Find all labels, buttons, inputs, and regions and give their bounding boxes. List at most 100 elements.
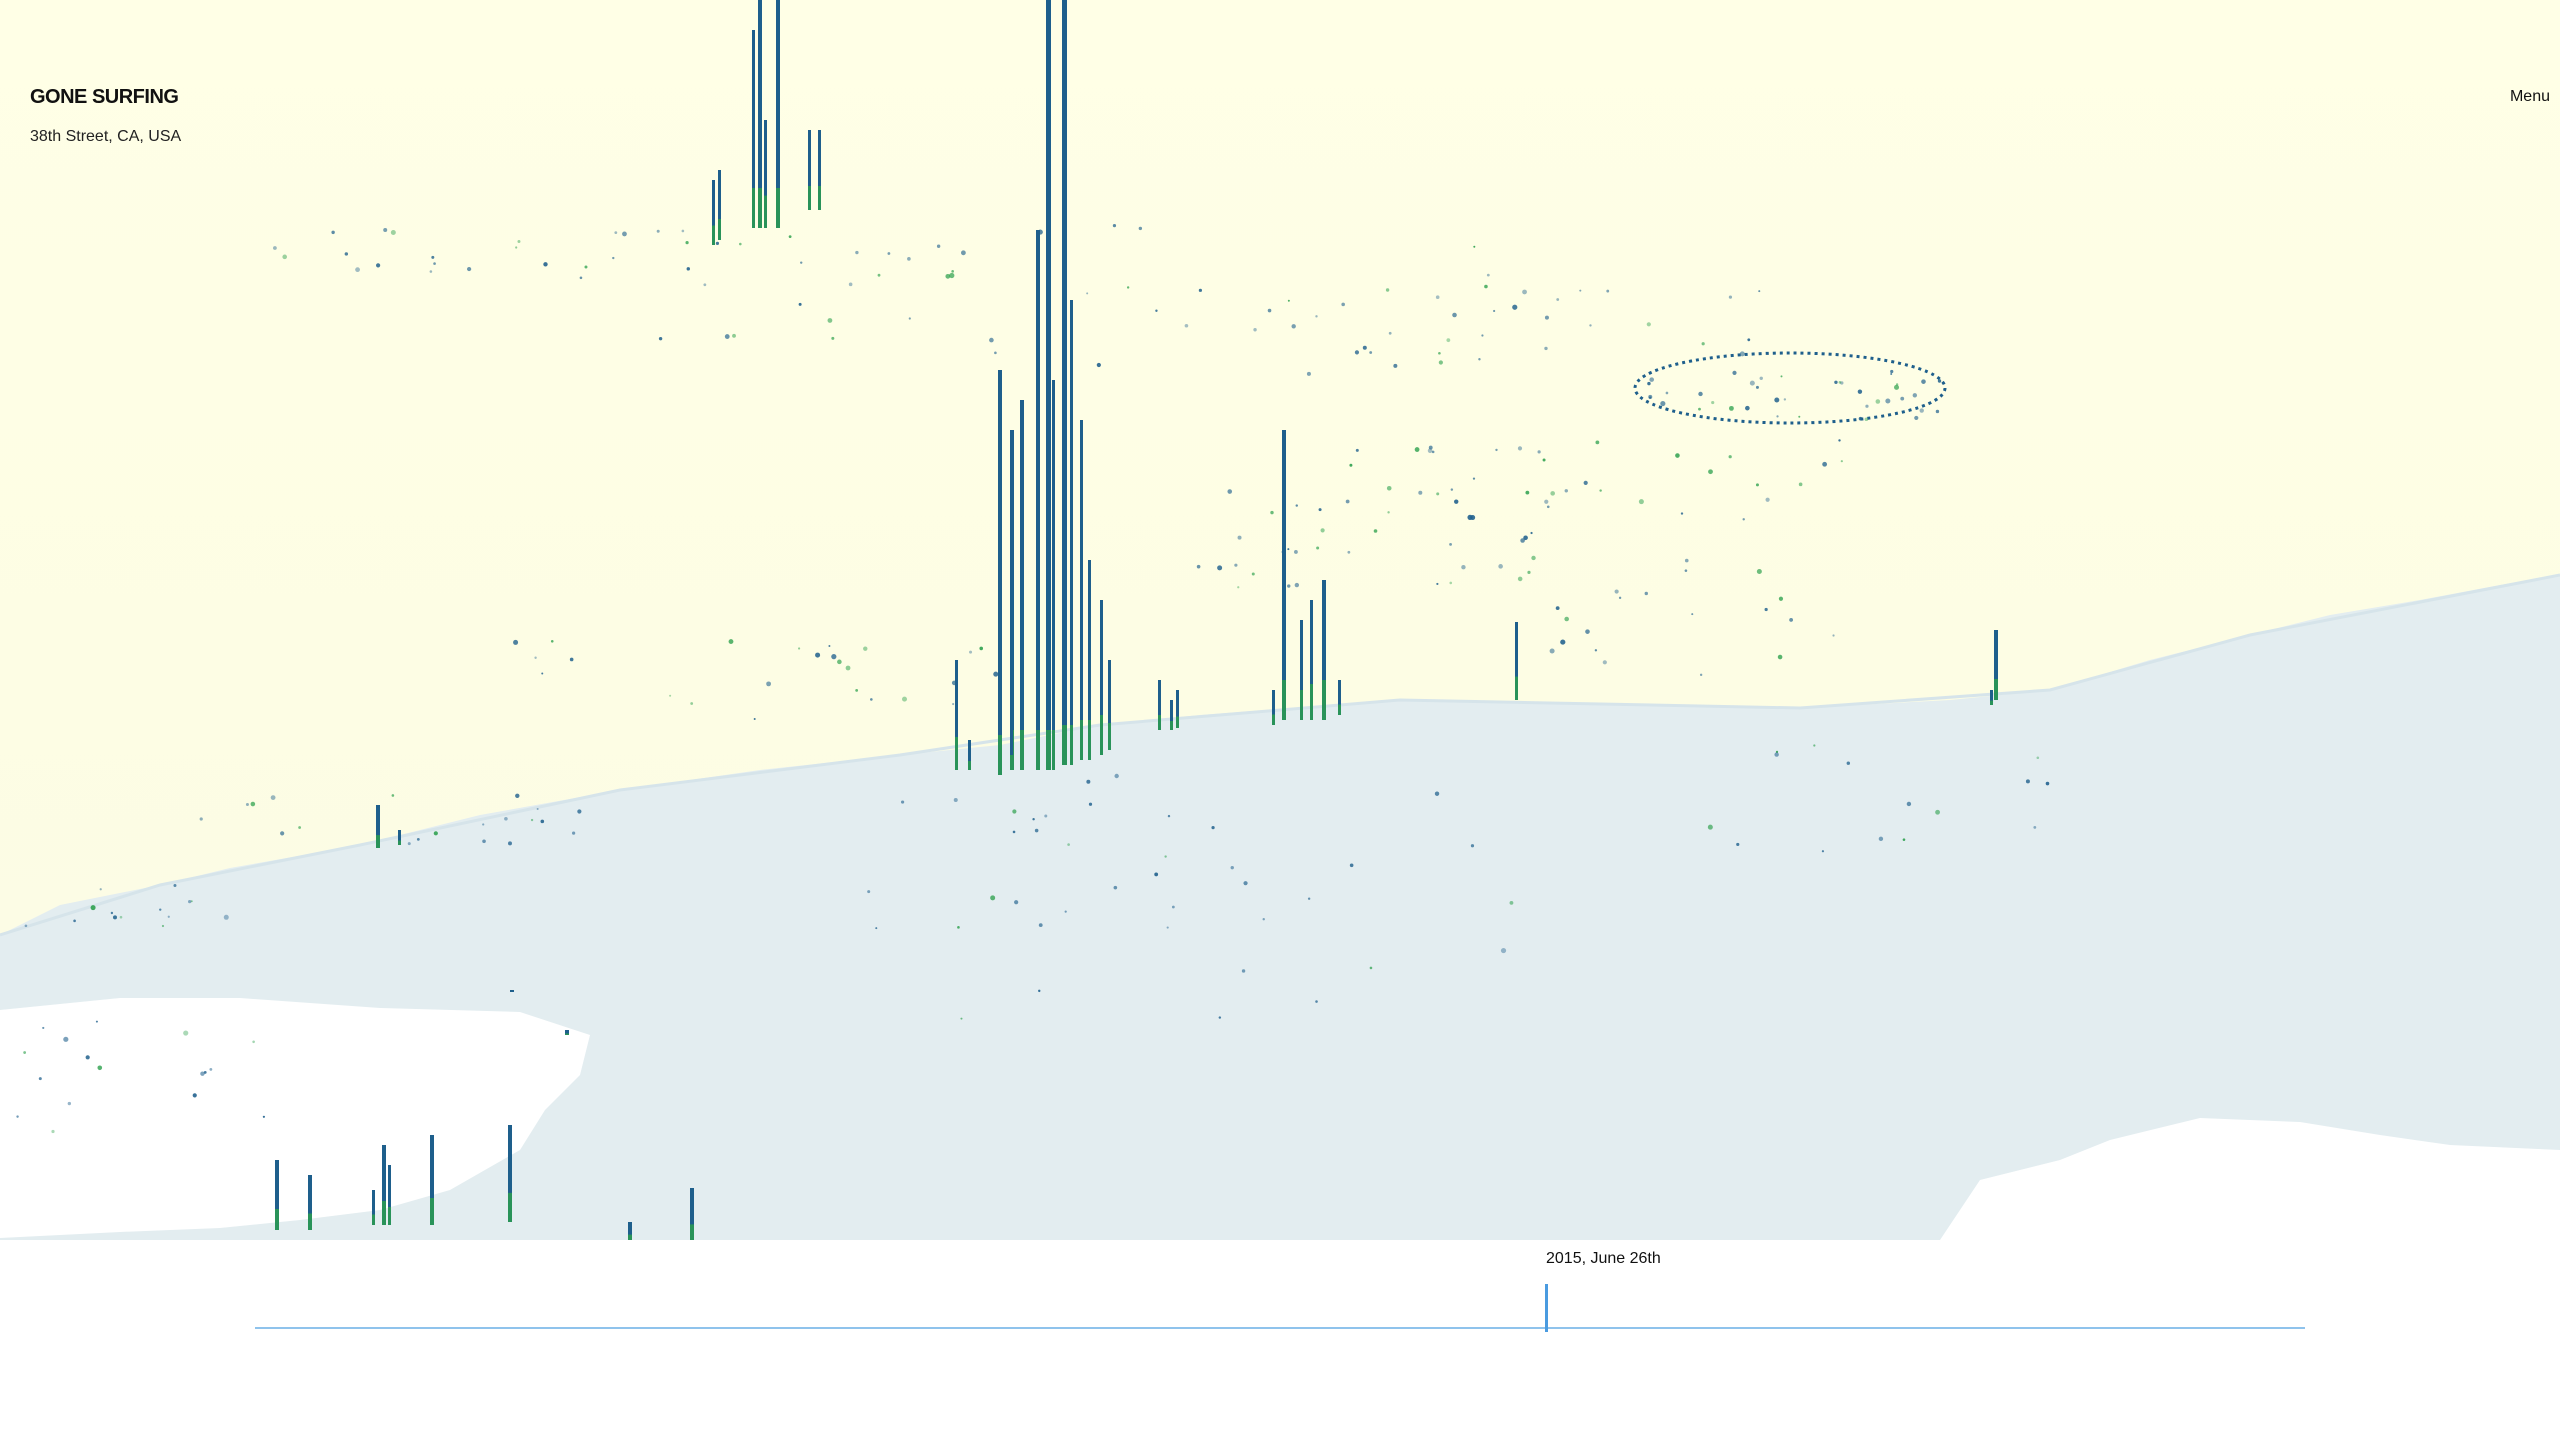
data-point (507, 841, 512, 846)
data-bar-accent (508, 1192, 512, 1222)
data-point (1832, 634, 1835, 637)
data-point (331, 230, 335, 235)
data-point (433, 831, 438, 836)
data-point (383, 228, 388, 233)
data-bar-accent (1080, 720, 1083, 760)
data-point (1594, 649, 1598, 652)
data-point (1086, 779, 1091, 784)
data-point (1184, 323, 1189, 328)
data-point (1660, 400, 1666, 407)
data-point (1921, 379, 1926, 384)
current-date-label: 2015, June 26th (1546, 1250, 1661, 1267)
brand-title[interactable]: GONE SURFING (30, 86, 179, 108)
data-bar-accent (1310, 684, 1313, 720)
data-point (870, 698, 873, 701)
data-point (1684, 569, 1688, 572)
data-bar (1062, 0, 1067, 765)
data-point (1520, 538, 1525, 543)
data-point (690, 702, 694, 705)
data-bar-accent (1990, 700, 1993, 705)
data-point (1241, 969, 1246, 973)
data-bar (1052, 380, 1055, 770)
data-point (1253, 328, 1257, 332)
slider-handle-icon[interactable] (1545, 1284, 1548, 1332)
data-bar (1010, 430, 1014, 770)
data-point (1550, 491, 1555, 496)
data-point (1857, 389, 1863, 394)
data-point (1034, 828, 1039, 833)
data-point (1698, 391, 1703, 397)
data-point (515, 793, 520, 798)
data-bar-accent (1010, 755, 1013, 770)
data-point (2025, 779, 2030, 784)
data-point (1544, 315, 1549, 320)
data-point (1699, 673, 1703, 677)
data-bar-accent (1994, 679, 1998, 700)
data-bar-accent (955, 737, 958, 770)
data-point (1648, 396, 1652, 399)
data-bar-accent (1062, 725, 1067, 765)
data-point (1495, 448, 1498, 452)
data-point (907, 257, 911, 261)
map-visualization[interactable]: GONE SURFING 38th Street, CA, USA Menu (0, 0, 2560, 1240)
data-point (1732, 370, 1737, 376)
data-point (192, 1093, 197, 1098)
data-point (1546, 505, 1550, 509)
data-point (1846, 761, 1851, 765)
data-bar-accent (1176, 716, 1179, 728)
data-point (530, 818, 534, 822)
data-point (1914, 415, 1919, 421)
data-point (1294, 582, 1300, 588)
data-bar (1158, 680, 1161, 730)
data-point (543, 262, 548, 267)
data-bar (510, 990, 514, 992)
data-point (1243, 881, 1248, 886)
data-point (612, 256, 615, 260)
data-bar (1046, 0, 1051, 770)
timeline[interactable]: 2015, June 26th (0, 1240, 2560, 1440)
data-point (95, 1020, 98, 1023)
data-point (1885, 398, 1891, 404)
data-point (467, 266, 472, 272)
data-point (1906, 801, 1912, 807)
data-point (1038, 923, 1043, 928)
data-point (960, 250, 966, 256)
data-point (994, 351, 997, 355)
data-point (1583, 480, 1588, 485)
data-point (1780, 375, 1783, 378)
data-points (16, 224, 2050, 1134)
data-bar (565, 1030, 569, 1035)
data-point (209, 1067, 213, 1071)
data-point (827, 318, 833, 323)
data-point (38, 1077, 42, 1081)
data-point (848, 282, 853, 287)
data-bars (275, 0, 1998, 1240)
data-point (1086, 292, 1089, 295)
data-bar-accent (398, 840, 401, 845)
data-point (1858, 416, 1863, 421)
data-bar-accent (1170, 721, 1173, 730)
data-bar (508, 1125, 512, 1222)
data-bar-accent (1088, 720, 1091, 760)
data-point (1890, 369, 1894, 374)
data-point (952, 702, 955, 706)
data-bar (1070, 300, 1073, 765)
data-bar (776, 0, 780, 228)
timeline-track[interactable] (255, 1327, 2305, 1329)
data-point (203, 1071, 207, 1074)
data-bar (764, 120, 767, 228)
data-bar-accent (308, 1213, 312, 1230)
data-point (112, 915, 117, 920)
menu-button[interactable]: Menu (2509, 88, 2550, 105)
data-point (1728, 295, 1733, 299)
data-point (1473, 245, 1476, 248)
data-point (1064, 910, 1067, 913)
data-point (957, 926, 960, 929)
data-bar-accent (968, 761, 971, 770)
data-point (1644, 591, 1648, 596)
data-point (262, 1115, 266, 1118)
data-point (614, 231, 618, 235)
data-point (569, 657, 574, 662)
data-point (1758, 290, 1761, 293)
data-point (1821, 850, 1825, 853)
